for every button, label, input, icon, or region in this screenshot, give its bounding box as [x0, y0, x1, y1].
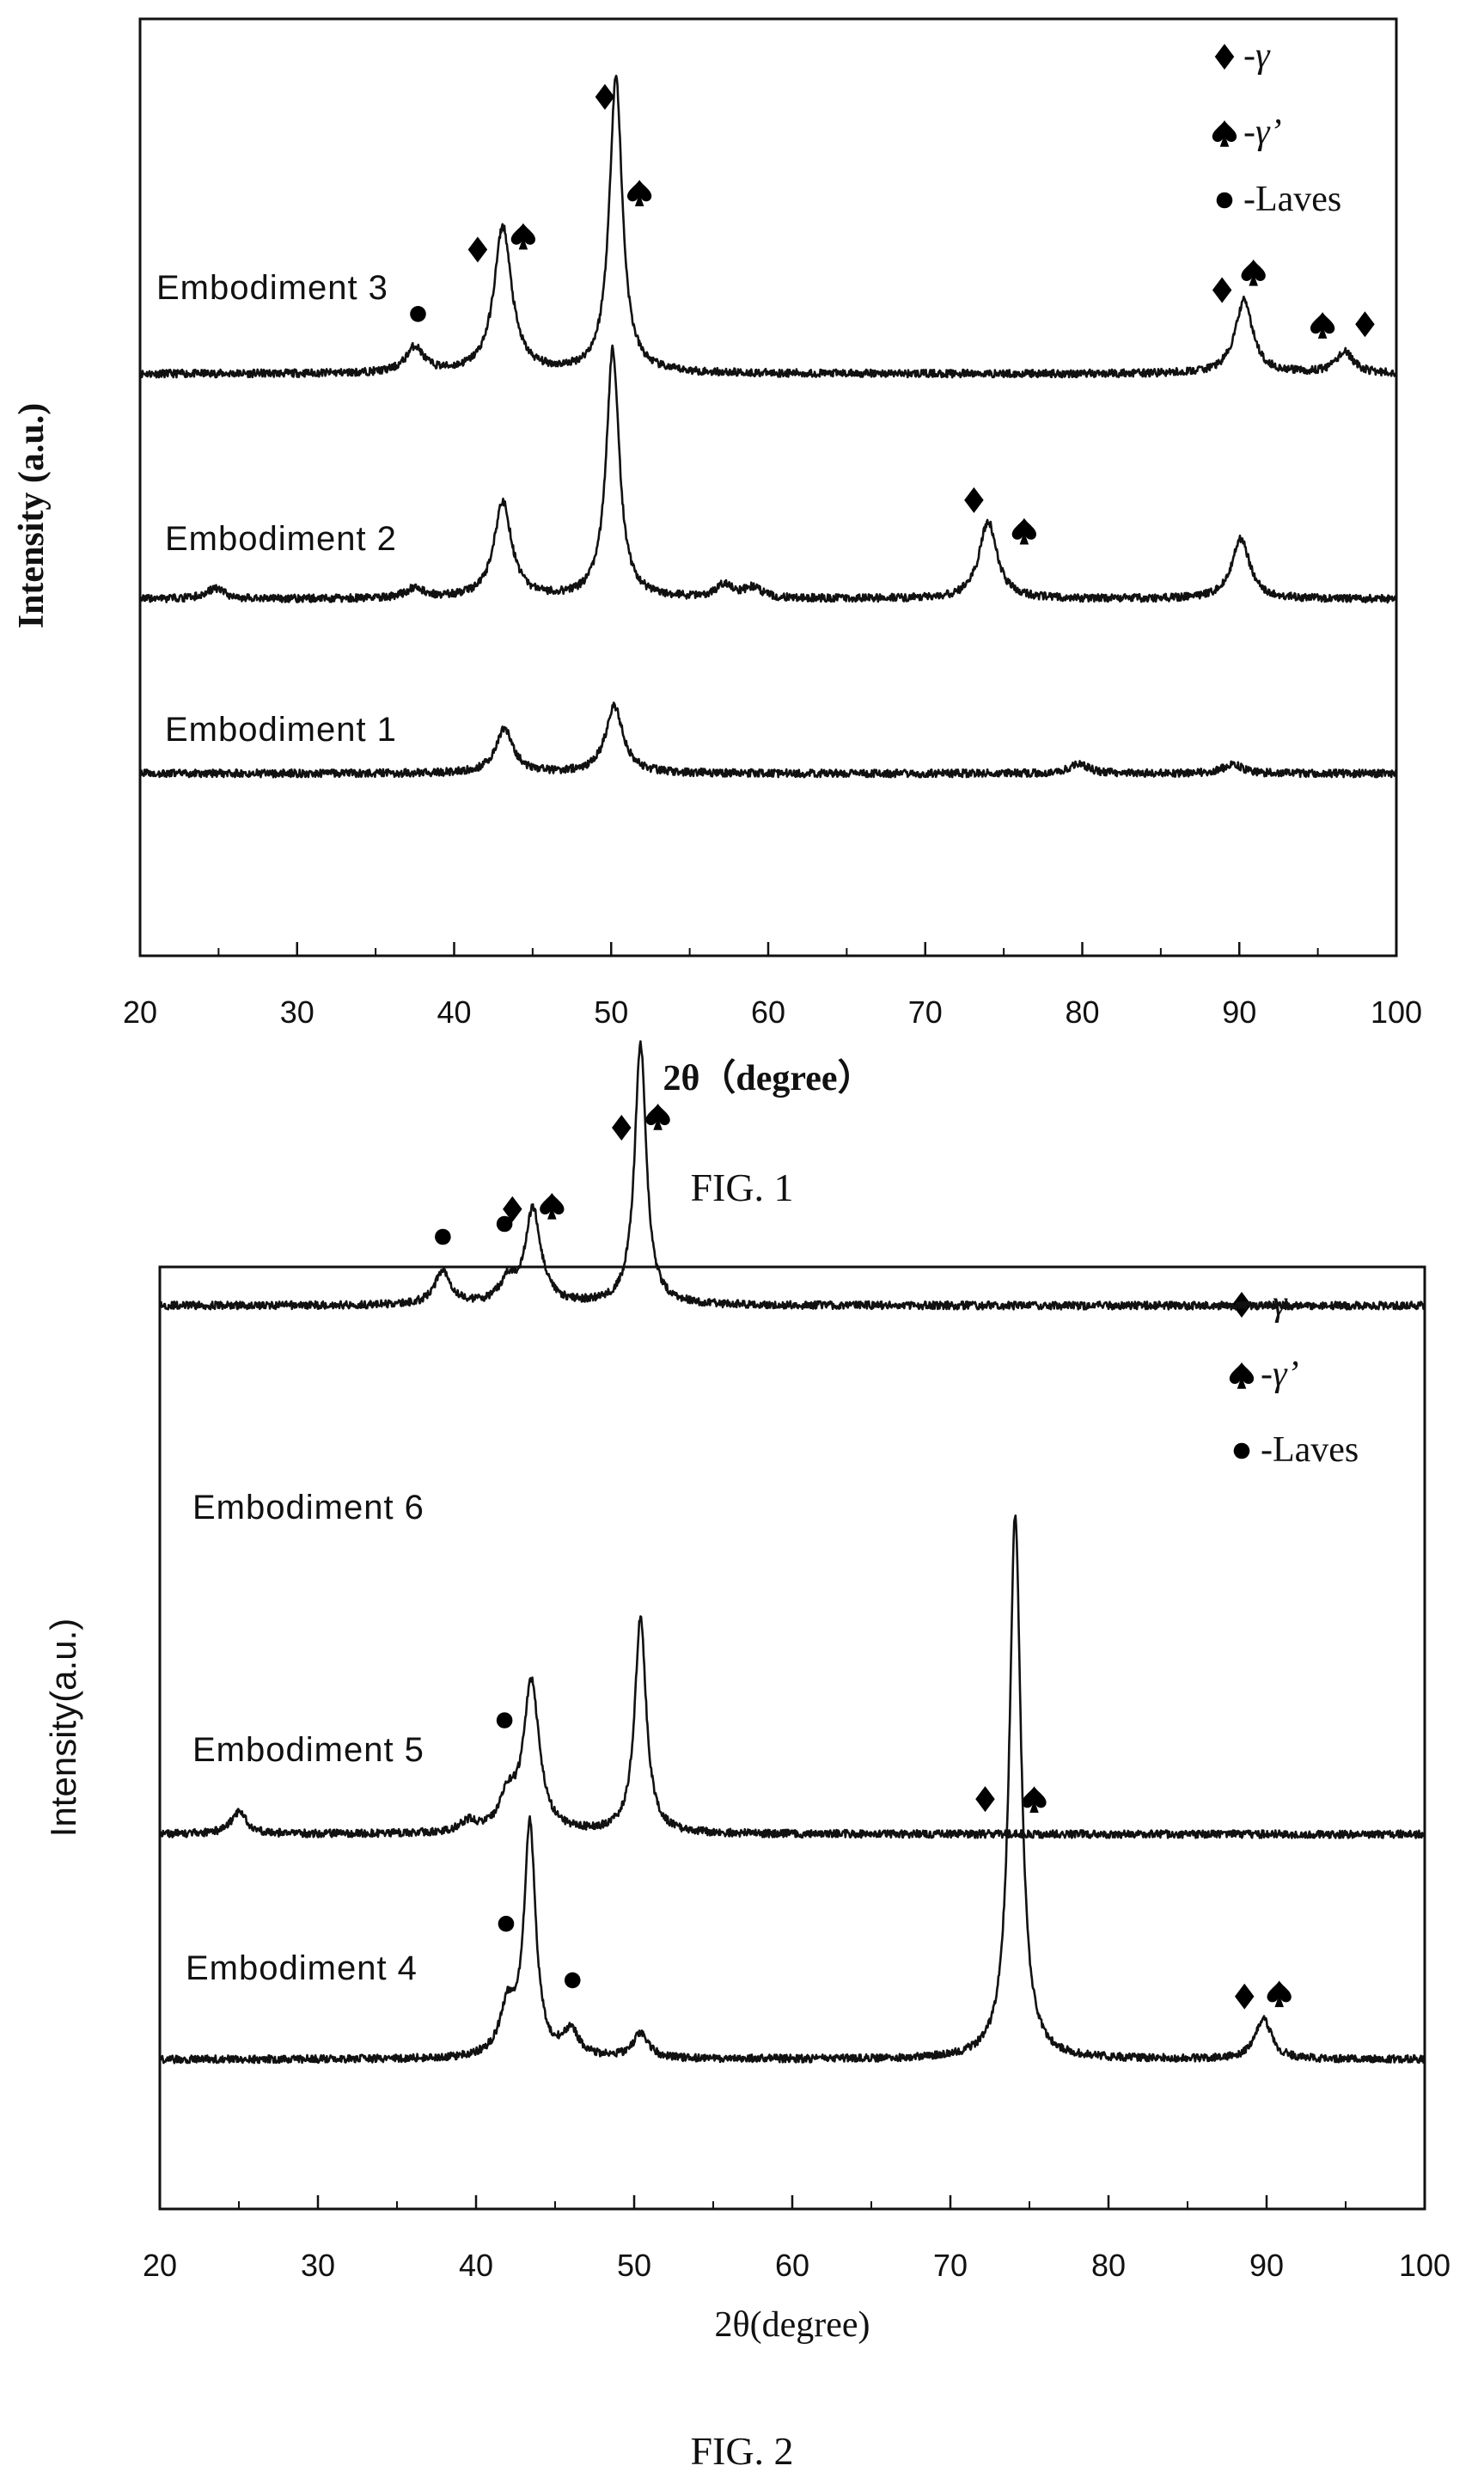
legend-spade-marker	[1229, 1362, 1255, 1389]
peak-spade-marker	[645, 1104, 670, 1130]
series-label: Embodiment 4	[186, 1949, 418, 1987]
y-axis-label: Intensity(a.u.)	[43, 1618, 83, 1837]
x-tick-label: 30	[301, 2248, 335, 2283]
x-tick-label: 80	[1091, 2248, 1126, 2283]
series-label: Embodiment 1	[165, 711, 397, 749]
peak-spade-marker	[626, 180, 652, 206]
x-axis-label: 2θ(degree)	[714, 2305, 870, 2345]
peak-diamond-marker	[1355, 311, 1375, 338]
peak-spade-marker	[1011, 517, 1037, 545]
legend-label: -γ’	[1243, 113, 1282, 152]
peak-diamond-marker	[467, 236, 488, 263]
peak-spade-marker	[510, 223, 536, 250]
legend-circle-marker	[1216, 192, 1233, 209]
x-tick-label: 70	[908, 994, 943, 1030]
x-tick-label: 40	[459, 2248, 493, 2283]
peak-circle-marker	[435, 1228, 451, 1245]
x-tick-label: 70	[933, 2248, 968, 2283]
series-line-3	[138, 701, 1397, 779]
peak-circle-marker	[496, 1215, 513, 1233]
peak-diamond-marker	[595, 83, 615, 110]
x-tick-label: 60	[751, 994, 785, 1030]
peak-diamond-marker	[612, 1115, 632, 1141]
peak-diamond-marker	[975, 1786, 995, 1813]
peak-diamond-marker	[964, 486, 984, 513]
series-label: Embodiment 6	[192, 1489, 424, 1527]
series-line-2	[158, 1615, 1426, 1839]
legend-diamond-marker	[1214, 44, 1235, 70]
legend-label: -Laves	[1243, 180, 1341, 219]
series-line-3	[158, 1514, 1426, 2065]
peak-diamond-marker	[503, 1196, 522, 1222]
peak-spade-marker	[1241, 259, 1266, 286]
series-line-2	[138, 344, 1397, 604]
series-label: Embodiment 2	[165, 520, 397, 558]
peak-diamond-marker	[1234, 1983, 1255, 2010]
x-tick-label: 100	[1399, 2248, 1450, 2283]
x-tick-label: 50	[594, 994, 628, 1030]
x-tick-label: 90	[1249, 2248, 1284, 2283]
x-tick-label: 60	[775, 2248, 809, 2283]
plot-frame	[138, 17, 1398, 958]
x-tick-label: 50	[617, 2248, 651, 2283]
legend-label: -γ’	[1261, 1355, 1299, 1394]
peak-spade-marker	[1310, 312, 1335, 339]
series-line-1	[138, 74, 1397, 379]
series-label: Embodiment 3	[156, 269, 388, 307]
legend-spade-marker	[1212, 120, 1237, 147]
x-tick-label: 20	[143, 2248, 177, 2283]
series-line-1	[158, 1040, 1426, 1311]
series-label: Embodiment 5	[192, 1731, 424, 1769]
legend-label: -γ	[1243, 36, 1271, 76]
x-tick-label: 20	[123, 994, 157, 1030]
legend-circle-marker	[1233, 1442, 1250, 1459]
peak-diamond-marker	[1212, 277, 1232, 303]
legend-label: -Laves	[1261, 1430, 1359, 1470]
x-tick-label: 100	[1371, 994, 1422, 1030]
peak-spade-marker	[1267, 1980, 1292, 2008]
fig1-caption: FIG. 1	[690, 1166, 794, 1209]
peak-circle-marker	[564, 1972, 581, 1989]
y-axis-label: Intensity (a.u.)	[12, 403, 52, 629]
x-tick-label: 90	[1222, 994, 1256, 1030]
x-tick-label: 30	[280, 994, 315, 1030]
peak-circle-marker	[410, 305, 426, 322]
fig2-chart: 20 30 40 50 60 70 80 90 100 2θ(degree) Intensity(a…	[43, 1040, 1450, 2345]
x-tick-label: 40	[437, 994, 471, 1030]
x-axis-label: 2θ（degree）	[663, 1058, 873, 1098]
x-tick-label: 80	[1065, 994, 1099, 1030]
peak-spade-marker	[1022, 1786, 1047, 1814]
fig2-caption: FIG. 2	[690, 2429, 794, 2473]
peak-circle-marker	[498, 1915, 515, 1932]
fig1-chart: 20 30 40 50 60 70 80 90 100 2θ（degree） Intensity (…	[12, 17, 1422, 1098]
peak-spade-marker	[540, 1192, 565, 1220]
peak-circle-marker	[496, 1712, 513, 1728]
